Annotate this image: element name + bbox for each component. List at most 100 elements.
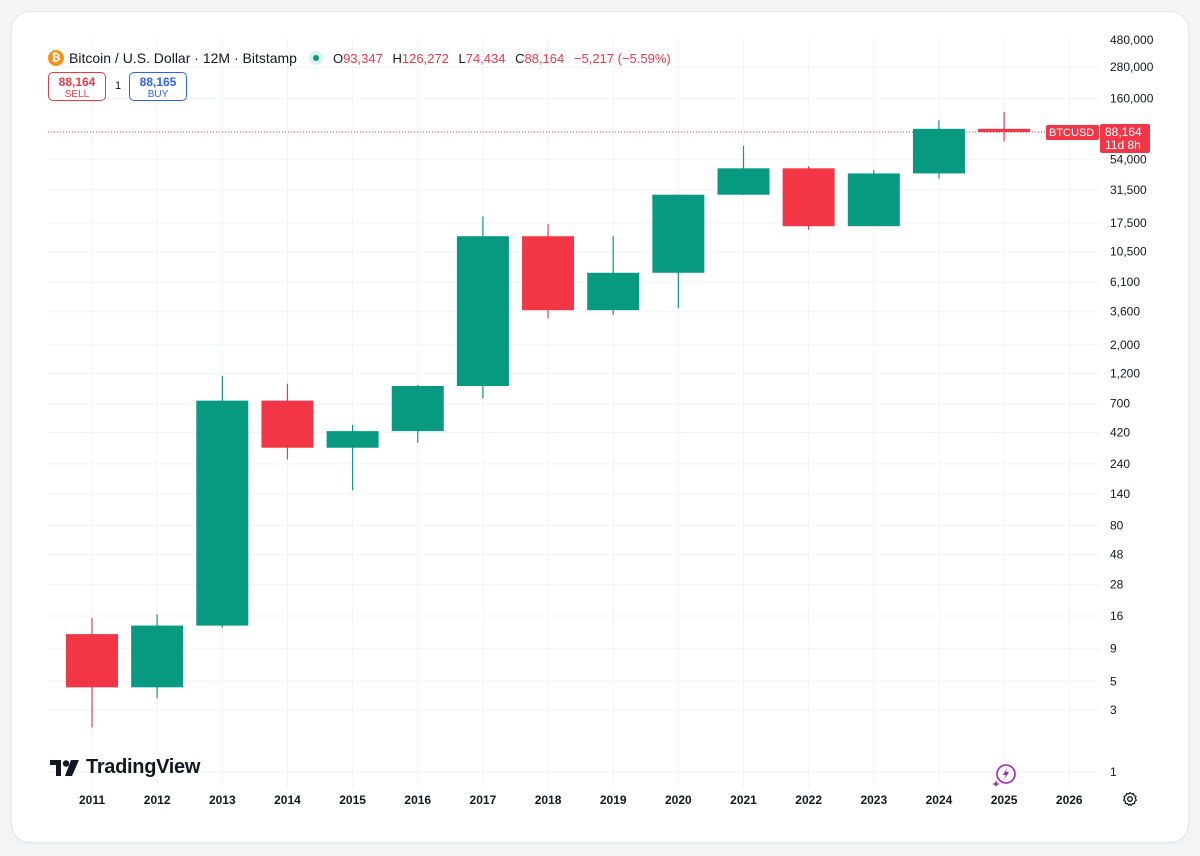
last-price-tag: BTCUSD 88,164 11d 8h xyxy=(1046,124,1150,154)
x-tick-label: 2018 xyxy=(535,793,562,807)
price-tag-bg xyxy=(1100,124,1150,154)
buy-price: 88,165 xyxy=(139,75,177,89)
candle xyxy=(652,194,705,308)
sell-button[interactable]: 88,164 SELL xyxy=(48,72,106,101)
x-tick-label: 2024 xyxy=(926,793,953,807)
x-tick-label: 2016 xyxy=(404,793,431,807)
y-tick-label: 1 xyxy=(1110,765,1117,779)
candle-body xyxy=(717,168,770,195)
sell-price: 88,164 xyxy=(58,75,96,89)
y-tick-label: 3 xyxy=(1110,703,1117,717)
x-tick-label: 2019 xyxy=(600,793,627,807)
settings-gear-icon[interactable] xyxy=(1122,791,1138,807)
y-tick-label: 9 xyxy=(1110,641,1117,655)
x-tick-label: 2015 xyxy=(339,793,366,807)
y-tick-label: 16 xyxy=(1110,609,1124,623)
x-tick-label: 2011 xyxy=(79,793,105,807)
candle-body xyxy=(261,400,314,448)
x-tick-label: 2023 xyxy=(860,793,887,807)
candle-body xyxy=(652,194,705,273)
symbol-tag: BTCUSD xyxy=(1049,127,1094,139)
bitcoin-icon: ₿ xyxy=(48,50,64,66)
y-tick-label: 160,000 xyxy=(1110,92,1154,106)
candle xyxy=(131,614,184,699)
x-tick-label: 2026 xyxy=(1056,793,1083,807)
candle xyxy=(587,236,640,315)
x-tick-label: 2013 xyxy=(209,793,236,807)
candle xyxy=(66,617,118,728)
low-value: 74,434 xyxy=(465,50,506,66)
y-tick-label: 10,500 xyxy=(1110,245,1147,259)
y-tick-label: 280,000 xyxy=(1110,60,1154,74)
tradingview-logo-icon xyxy=(50,759,79,776)
order-quantity[interactable]: 1 xyxy=(115,80,122,92)
y-tick-label: 3,600 xyxy=(1110,305,1140,319)
chart-canvas[interactable]: 1 3 5 9 16 28 48 80 140 240 420 700 1,200 2,000 3,600 6… xyxy=(12,12,1188,842)
candle-body xyxy=(978,128,1031,133)
y-tick-label: 140 xyxy=(1110,487,1130,501)
symbol-legend: ₿ Bitcoin / U.S. Dollar · 12M · Bitstamp… xyxy=(48,48,671,68)
price-tag-countdown: 11d 8h xyxy=(1105,138,1141,152)
change-value: −5,217 (−5.59%) xyxy=(573,50,671,66)
candle-body xyxy=(782,168,835,227)
candle-body xyxy=(912,128,965,174)
logo-text: TradingView xyxy=(86,756,201,778)
candle xyxy=(456,216,509,399)
high-value: 126,272 xyxy=(401,50,449,66)
y-tick-label: 240 xyxy=(1110,457,1130,471)
time-axis: 2011 2012 2013 2014 2015 2016 2017 2018 2019 2020… xyxy=(79,793,1083,807)
candle xyxy=(782,166,835,230)
x-tick-label: 2022 xyxy=(795,793,822,807)
sell-label: SELL xyxy=(64,89,90,100)
price-tag-value: 88,164 xyxy=(1105,125,1142,139)
y-tick-label: 700 xyxy=(1110,397,1130,411)
candle xyxy=(326,424,379,491)
candle-body xyxy=(131,625,184,688)
buy-label: BUY xyxy=(147,89,169,100)
candle-body xyxy=(847,173,900,227)
x-tick-label: 2012 xyxy=(144,793,171,807)
close-value: 88,164 xyxy=(524,50,565,66)
x-tick-label: 2021 xyxy=(730,793,757,807)
y-tick-label: 5 xyxy=(1110,674,1117,688)
candle xyxy=(847,170,900,227)
candle-body xyxy=(522,236,575,311)
x-tick-label: 2014 xyxy=(274,793,301,807)
candle xyxy=(978,111,1031,142)
candle-body xyxy=(66,634,118,688)
candle xyxy=(522,223,575,319)
candle-body xyxy=(587,272,640,311)
y-tick-label: 28 xyxy=(1110,578,1124,592)
y-tick-label: 54,000 xyxy=(1110,153,1147,167)
candle xyxy=(912,120,965,179)
y-tick-label: 1,200 xyxy=(1110,366,1140,380)
low-key: L xyxy=(458,50,466,66)
open-key: O xyxy=(332,50,344,66)
candle xyxy=(717,145,770,195)
y-tick-label: 6,100 xyxy=(1110,275,1140,289)
market-open-dot-icon xyxy=(308,51,323,65)
y-tick-label: 80 xyxy=(1110,519,1124,533)
y-tick-label: 2,000 xyxy=(1110,338,1140,352)
candle-body xyxy=(326,431,379,448)
x-tick-label: 2020 xyxy=(665,793,692,807)
candle-body xyxy=(196,400,249,626)
buy-button[interactable]: 88,165 BUY xyxy=(129,72,187,101)
symbol-title[interactable]: Bitcoin / U.S. Dollar · 12M · Bitstamp xyxy=(69,50,297,66)
candle-body xyxy=(456,236,509,387)
close-key: C xyxy=(515,50,525,66)
ohlc-values: O93,347 H126,272 L74,434 C88,164 −5,217 … xyxy=(333,51,671,66)
y-tick-label: 420 xyxy=(1110,425,1130,439)
candle-body xyxy=(391,386,444,432)
x-tick-label: 2025 xyxy=(991,793,1018,807)
x-tick-label: 2017 xyxy=(470,793,497,807)
candle xyxy=(391,384,444,443)
flash-sparkle-icon[interactable] xyxy=(992,763,1018,787)
tradingview-logo[interactable]: TradingView xyxy=(50,756,200,779)
high-key: H xyxy=(392,50,402,66)
symbol-tag-bg xyxy=(1046,125,1099,141)
candles xyxy=(66,111,1031,728)
y-tick-label-partial: 480,000 xyxy=(1110,33,1154,47)
chart-card: 1 3 5 9 16 28 48 80 140 240 420 700 1,200 2,000 3,600 6… xyxy=(12,12,1188,842)
open-value: 93,347 xyxy=(343,50,383,66)
